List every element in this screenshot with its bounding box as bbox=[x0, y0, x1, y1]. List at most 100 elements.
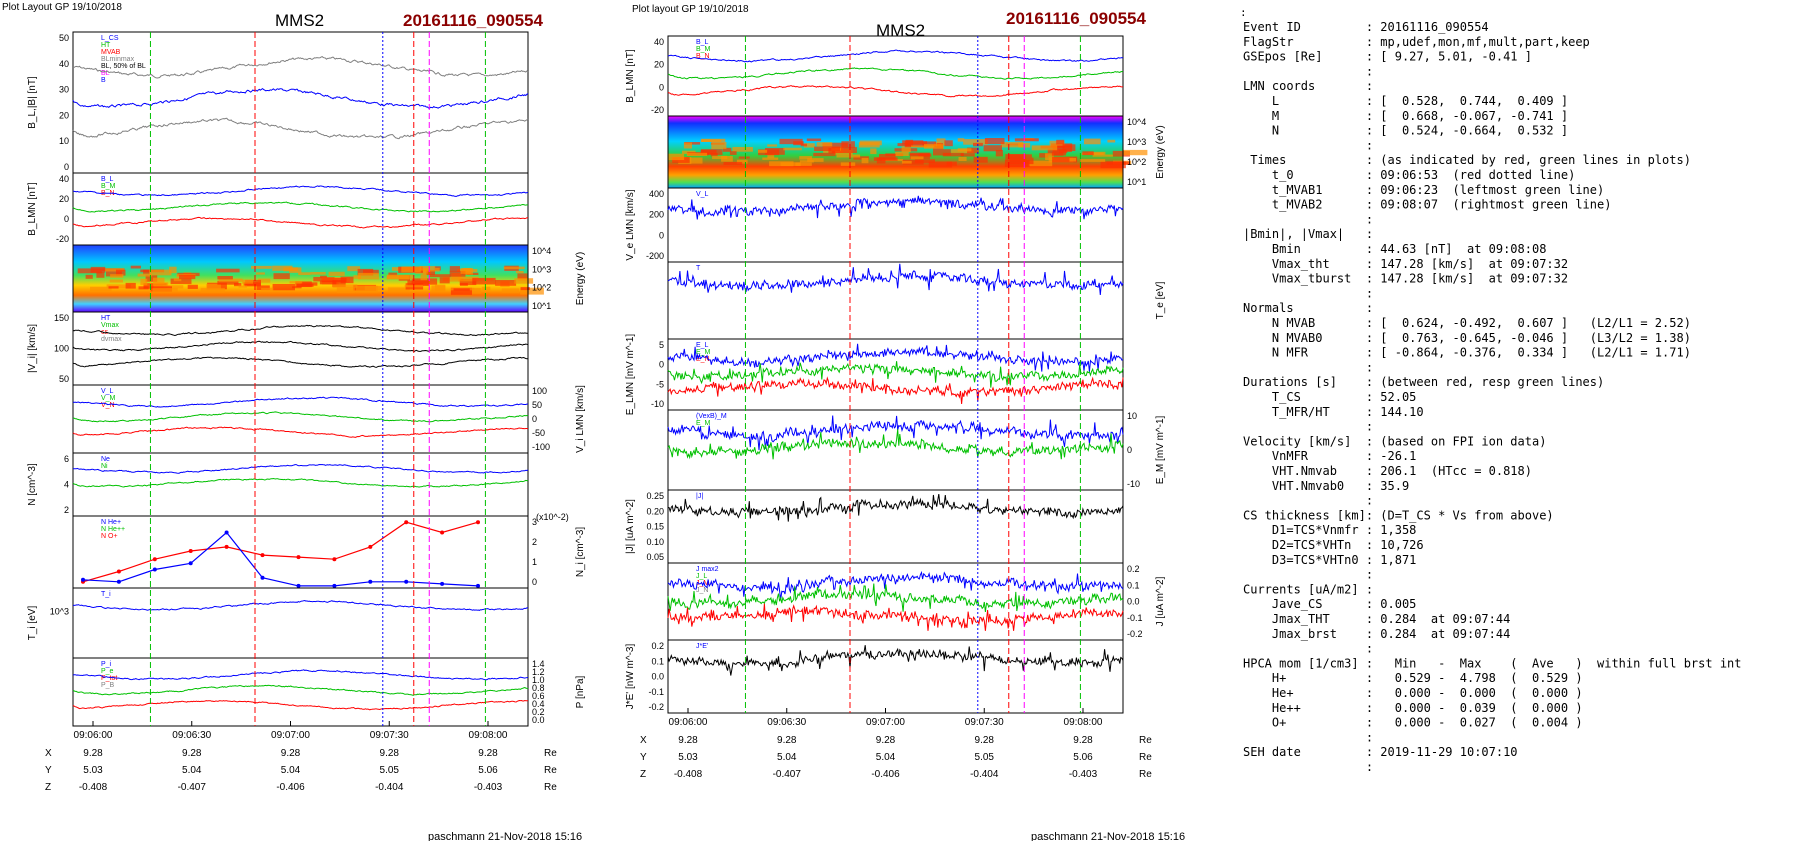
panel-tick-label: 40 bbox=[59, 59, 69, 69]
data-trace bbox=[72, 56, 529, 79]
spectrogram-patch bbox=[1080, 159, 1106, 162]
info-line: t_MVAB2 : 09:08:07 (rightmost green line… bbox=[1243, 198, 1611, 212]
spectrogram-patch bbox=[462, 288, 482, 294]
info-line: : bbox=[1243, 286, 1373, 300]
panel-tick-label: 0.0 bbox=[1127, 597, 1140, 607]
panel-frame bbox=[72, 384, 529, 454]
orbit-value: -0.406 bbox=[276, 782, 305, 793]
legend-entry: E_M bbox=[696, 420, 711, 427]
spectrogram-patch bbox=[355, 285, 378, 293]
panel-frame bbox=[667, 35, 1124, 117]
spectrogram-patch bbox=[738, 156, 750, 159]
spectrogram-patch bbox=[153, 277, 165, 284]
panel-frame bbox=[667, 639, 1124, 714]
spectrogram-patch bbox=[458, 276, 479, 282]
orbit-value: -0.403 bbox=[474, 782, 503, 793]
legend-entry: N He++ bbox=[101, 526, 125, 533]
panel-tick-label: 10^4 bbox=[532, 246, 551, 256]
panel-ylabel: N_i [cm^-3] bbox=[575, 527, 586, 577]
data-trace bbox=[667, 376, 1124, 404]
orbit-row-label: Y bbox=[45, 765, 52, 776]
data-trace bbox=[72, 117, 529, 140]
data-trace bbox=[72, 669, 529, 681]
spectrogram-patch bbox=[109, 279, 123, 283]
panel-tick-label: 0.25 bbox=[646, 491, 664, 501]
data-trace bbox=[667, 603, 1124, 631]
data-trace bbox=[667, 263, 1124, 296]
spectrogram-patch bbox=[320, 275, 327, 278]
orbit-value: -0.408 bbox=[79, 782, 108, 793]
spectrogram-patch bbox=[922, 141, 936, 147]
panel-tick-label: 1.0 bbox=[532, 675, 545, 685]
spectrogram-patch bbox=[1039, 153, 1049, 158]
spectrogram-patch bbox=[163, 285, 184, 289]
spectrogram-patch bbox=[879, 154, 896, 160]
data-trace bbox=[72, 477, 529, 488]
orbit-row-label: X bbox=[640, 735, 647, 746]
time-tick-label: 09:06:00 bbox=[74, 730, 113, 741]
panel-tick-label: -20 bbox=[651, 105, 664, 115]
spectrogram-patch bbox=[169, 266, 177, 274]
info-line: L : [ 0.528, 0.744, 0.409 ] bbox=[1243, 94, 1568, 108]
panel-2-2: Energy (eV) 10^4 10^3 10^2 10^1 bbox=[667, 115, 1166, 189]
info-line: O+ : 0.000 - 0.027 ( 0.004 ) bbox=[1243, 716, 1583, 730]
legend-entry: B_M bbox=[696, 46, 711, 53]
event-title-mid: 20161116_090554 bbox=[1006, 9, 1146, 28]
panel-tick-label: 40 bbox=[59, 174, 69, 184]
spectrogram-patch bbox=[257, 278, 271, 283]
info-line: Normals : bbox=[1243, 301, 1373, 315]
orbit-unit: Re bbox=[1139, 769, 1152, 780]
info-line: N MFR : [ -0.864, -0.376, 0.334 ] (L2/L1… bbox=[1243, 346, 1691, 360]
data-trace bbox=[667, 645, 1124, 676]
spectrogram-patch bbox=[1056, 139, 1065, 145]
panel-tick-label: 0 bbox=[659, 360, 664, 370]
panel-tick-label: 50 bbox=[532, 400, 542, 410]
spectrogram-patch bbox=[419, 266, 430, 271]
data-trace bbox=[72, 396, 529, 408]
legend-entry: E_M bbox=[696, 349, 711, 356]
spectrogram-patch bbox=[449, 270, 466, 277]
info-line: : bbox=[1243, 138, 1373, 152]
spectrogram-patch bbox=[779, 138, 803, 145]
spectrogram-patch bbox=[1062, 144, 1076, 151]
info-line: Bmin : 44.63 [nT] at 09:08:08 bbox=[1243, 242, 1546, 256]
panel-tick-label: 1.4 bbox=[532, 659, 545, 669]
spectrogram-patch bbox=[520, 287, 544, 295]
panel-tick-label: 100 bbox=[532, 386, 547, 396]
orbit-unit: Re bbox=[544, 782, 557, 793]
legend-entry: J_L bbox=[696, 573, 707, 580]
panel-tick-label: 400 bbox=[649, 189, 664, 199]
spectrogram-patch bbox=[853, 156, 869, 160]
spectrogram-patch bbox=[732, 147, 753, 152]
legend-entry: HT bbox=[101, 42, 111, 49]
legend-entry: Vmax bbox=[101, 322, 119, 329]
legend-entry: BL, 50% of BL bbox=[101, 63, 146, 70]
data-trace bbox=[72, 185, 529, 197]
time-tick-label: 09:06:30 bbox=[172, 730, 211, 741]
info-line: N MVAB : [ 0.624, -0.492, 0.607 ] (L2/L1… bbox=[1243, 316, 1691, 330]
spectrogram-patch bbox=[332, 280, 346, 287]
data-trace bbox=[667, 343, 1124, 372]
panel-tick-label: -0.2 bbox=[1127, 629, 1143, 639]
panel-tick-label: 0.2 bbox=[651, 641, 664, 651]
panel-tick-label: 50 bbox=[59, 374, 69, 384]
spectrogram-patch bbox=[712, 155, 728, 160]
spectrogram-patch bbox=[783, 147, 802, 151]
spectrogram-patch bbox=[995, 150, 1003, 157]
spectrogram-patch bbox=[780, 162, 801, 166]
spectrogram-patch bbox=[358, 272, 379, 280]
spectrogram-patch bbox=[251, 265, 272, 269]
panel-tick-label: 0.0 bbox=[532, 715, 545, 725]
spectrogram-patch bbox=[85, 274, 93, 279]
footer-mid: paschmann 21-Nov-2018 15:16 bbox=[1031, 831, 1185, 841]
spectrogram-patch bbox=[149, 269, 172, 276]
spectrogram-patch bbox=[946, 161, 957, 166]
spectrogram-patch bbox=[983, 145, 1002, 152]
spectrogram-patch bbox=[153, 282, 169, 289]
spectrogram-patch bbox=[722, 147, 732, 152]
panel-tick-label: -50 bbox=[532, 428, 545, 438]
legend-entry: P_tot bbox=[101, 675, 117, 682]
spectrogram-patch bbox=[758, 149, 780, 156]
spectrogram-patch bbox=[520, 287, 530, 291]
spectrogram-patch bbox=[515, 271, 524, 274]
